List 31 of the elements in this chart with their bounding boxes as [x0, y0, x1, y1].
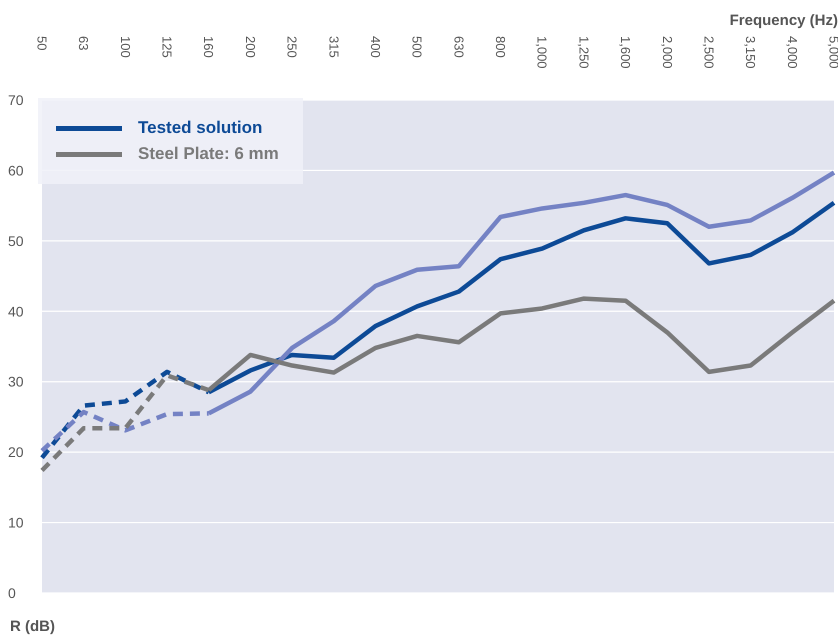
legend-label: Tested solution — [138, 118, 262, 138]
x-tick-label: 250 — [284, 36, 300, 58]
y-axis-title: R (dB) — [10, 618, 55, 635]
y-tick-label: 40 — [8, 303, 24, 320]
y-tick-label: 30 — [8, 374, 24, 390]
x-tick-label: 50 — [34, 36, 50, 50]
x-tick-label: 100 — [118, 36, 133, 58]
x-tick-label: 630 — [451, 36, 466, 58]
y-tick-label: 10 — [8, 514, 24, 531]
legend-label: Steel Plate: 6 mm — [138, 144, 279, 164]
x-tick-label: 200 — [242, 36, 258, 58]
y-tick-label: 50 — [8, 232, 24, 249]
y-tick-label: 20 — [8, 444, 24, 460]
x-tick-label: 2,000 — [660, 36, 675, 69]
x-tick-label: 160 — [201, 36, 216, 58]
x-tick-label: 500 — [410, 36, 425, 58]
y-tick-label: 0 — [8, 584, 16, 601]
x-tick-label: 1,600 — [618, 36, 634, 69]
x-tick-label: 125 — [160, 36, 175, 58]
x-tick-label: 1,250 — [576, 36, 592, 69]
x-tick-label: 315 — [326, 36, 342, 58]
x-tick-label: 800 — [493, 36, 508, 58]
y-tick-label: 60 — [8, 162, 24, 178]
x-axis-title: Frequency (Hz) — [730, 12, 838, 29]
x-tick-label: 63 — [76, 36, 92, 50]
x-tick-label: 3,150 — [743, 36, 758, 69]
x-tick-label: 4,000 — [784, 36, 800, 69]
x-tick-label: 1,000 — [534, 36, 550, 69]
x-tick-label: 400 — [368, 36, 383, 58]
y-tick-label: 70 — [8, 92, 24, 108]
x-tick-label: 2,500 — [701, 36, 716, 69]
